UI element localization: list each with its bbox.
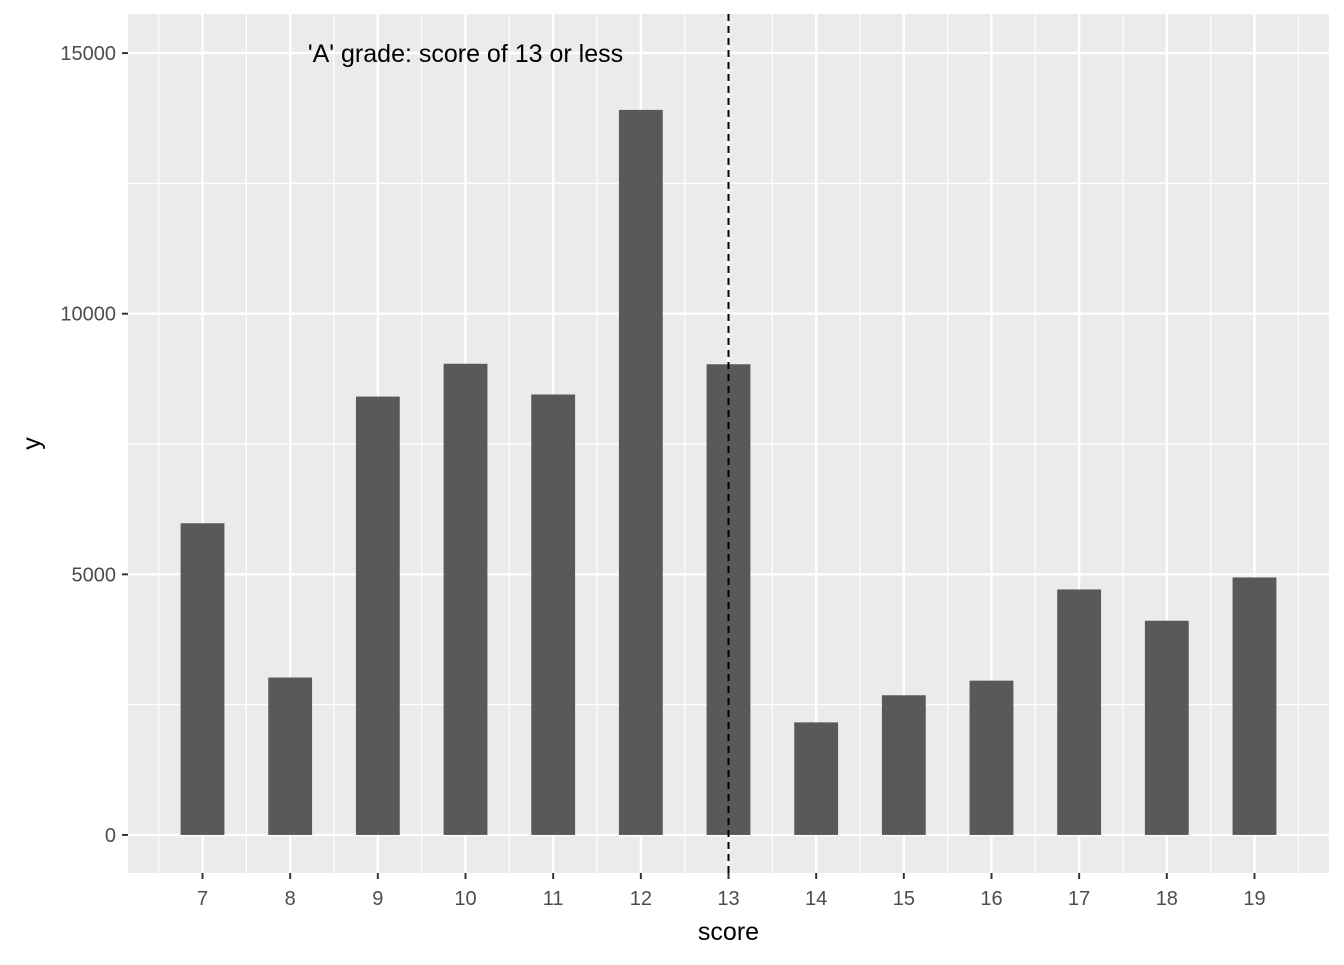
bar-score-18 xyxy=(1144,620,1189,835)
x-tick-label: 16 xyxy=(980,888,1002,910)
bars xyxy=(180,109,1277,835)
y-tick-label: 15000 xyxy=(60,43,116,65)
bar-score-9 xyxy=(355,396,400,835)
x-tick-label: 9 xyxy=(372,888,383,910)
bar-score-15 xyxy=(881,695,926,835)
x-tick-label: 10 xyxy=(454,888,476,910)
x-tick-label: 19 xyxy=(1243,888,1265,910)
bar-score-10 xyxy=(443,363,488,835)
bar-score-11 xyxy=(531,394,576,835)
x-tick-label: 14 xyxy=(805,888,827,910)
y-tick-label: 5000 xyxy=(72,564,117,586)
x-tick-label: 8 xyxy=(285,888,296,910)
y-axis-title: y xyxy=(18,437,46,450)
bar-score-7 xyxy=(180,523,225,835)
bar-score-8 xyxy=(268,677,313,835)
y-tick-label: 0 xyxy=(105,825,116,847)
bar-score-13 xyxy=(706,364,751,835)
x-tick-label: 18 xyxy=(1156,888,1178,910)
x-tick-label: 15 xyxy=(893,888,915,910)
bar-score-17 xyxy=(1057,589,1102,835)
x-tick-label: 7 xyxy=(197,888,208,910)
x-tick-label: 13 xyxy=(717,888,739,910)
x-tick-label: 17 xyxy=(1068,888,1090,910)
y-tick-label: 10000 xyxy=(60,304,116,326)
annotation-text: 'A' grade: score of 13 or less xyxy=(308,40,623,68)
y-axis: 0 5000 10000 15000 xyxy=(60,43,128,847)
bar-score-12 xyxy=(618,109,663,835)
bar-score-19 xyxy=(1232,577,1277,835)
x-axis: 7 8 9 10 11 12 13 14 15 16 17 18 19 xyxy=(197,873,1266,910)
x-axis-title: score xyxy=(698,918,759,946)
bar-score-14 xyxy=(794,722,839,835)
x-tick-label: 11 xyxy=(543,888,564,910)
x-tick-label: 12 xyxy=(630,888,652,910)
bar-score-16 xyxy=(969,680,1014,835)
